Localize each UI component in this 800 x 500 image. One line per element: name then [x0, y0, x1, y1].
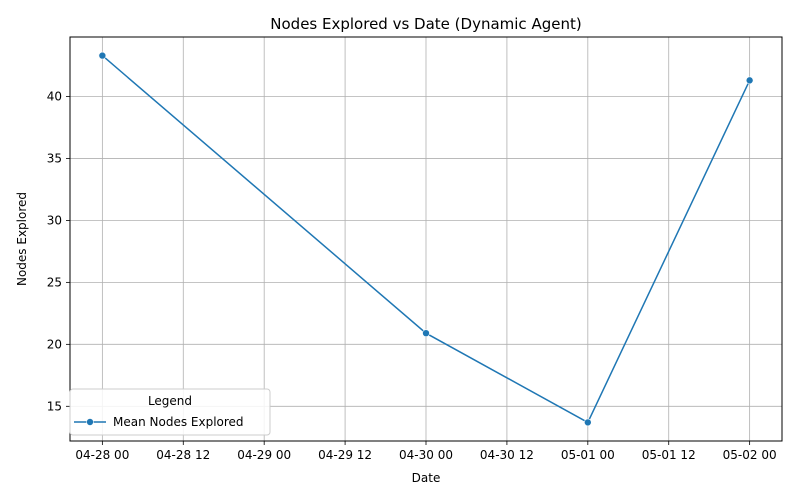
series-line-mean-nodes-explored	[101, 55, 751, 424]
x-tick-label: 04-28 00	[75, 448, 129, 462]
x-axis: 04-28 00 04-28 12 04-29 00 04-29 12 04-30 00…	[75, 441, 777, 462]
x-tick-label: 04-28 12	[156, 448, 210, 462]
data-point	[745, 76, 754, 85]
y-axis: 15 20 25 30 35 40	[47, 89, 70, 413]
legend-label-mean-nodes-explored: Mean Nodes Explored	[113, 415, 244, 429]
data-point	[98, 51, 107, 60]
legend-box	[69, 388, 271, 436]
legend: Legend Mean Nodes Explored	[69, 388, 271, 436]
data-point	[422, 329, 430, 337]
x-tick-label: 05-01 12	[642, 448, 696, 462]
x-tick-label: 04-30 00	[399, 448, 453, 462]
data-point	[584, 418, 592, 427]
x-tick-label: 05-02 00	[723, 448, 777, 462]
x-tick-label: 04-30 12	[480, 448, 534, 462]
y-tick-label: 25	[47, 275, 62, 289]
y-tick-label: 20	[47, 337, 62, 351]
grid	[70, 37, 782, 441]
legend-marker-mean-nodes-explored	[86, 418, 94, 426]
y-tick-label: 40	[47, 89, 62, 103]
x-axis-label: Date	[412, 471, 441, 485]
y-tick-label: 15	[47, 399, 62, 413]
legend-title: Legend	[148, 394, 192, 408]
chart-title: Nodes Explored vs Date (Dynamic Agent)	[270, 15, 581, 33]
y-axis-label: Nodes Explored	[15, 192, 29, 286]
series-layer	[98, 51, 754, 427]
y-tick-label: 30	[47, 213, 62, 227]
x-tick-label: 04-29 00	[237, 448, 291, 462]
x-tick-label: 05-01 00	[561, 448, 615, 462]
y-tick-label: 35	[47, 151, 62, 165]
x-tick-label: 04-29 12	[318, 448, 372, 462]
